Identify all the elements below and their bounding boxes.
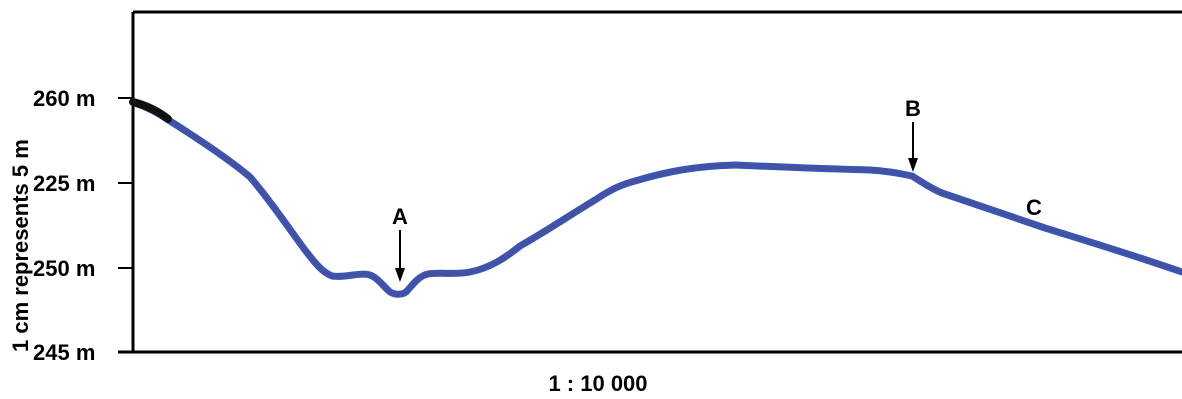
point-b-arrowhead bbox=[908, 158, 918, 172]
height-label-3: 250 m bbox=[33, 256, 95, 281]
land-profile-line bbox=[131, 99, 1182, 298]
land-profile-shadow bbox=[134, 102, 1182, 296]
point-b-marker: B bbox=[905, 96, 921, 172]
horizontal-scale-label: 1 : 10 000 bbox=[548, 371, 647, 396]
profile-frame bbox=[118, 10, 1182, 354]
height-label-1: 260 m bbox=[33, 86, 95, 111]
height-ticks bbox=[118, 97, 133, 269]
point-b-label: B bbox=[905, 96, 921, 121]
point-a-label: A bbox=[392, 204, 408, 229]
height-label-4: 245 m bbox=[33, 340, 95, 365]
land-profile-start-segment bbox=[129, 98, 172, 123]
point-a-marker: A bbox=[392, 204, 408, 282]
vertical-scale-label: 1 cm represents 5 m bbox=[8, 139, 33, 352]
point-c-label: C bbox=[1026, 195, 1042, 220]
point-a-arrowhead bbox=[395, 268, 405, 282]
height-label-2: 225 m bbox=[33, 171, 95, 196]
